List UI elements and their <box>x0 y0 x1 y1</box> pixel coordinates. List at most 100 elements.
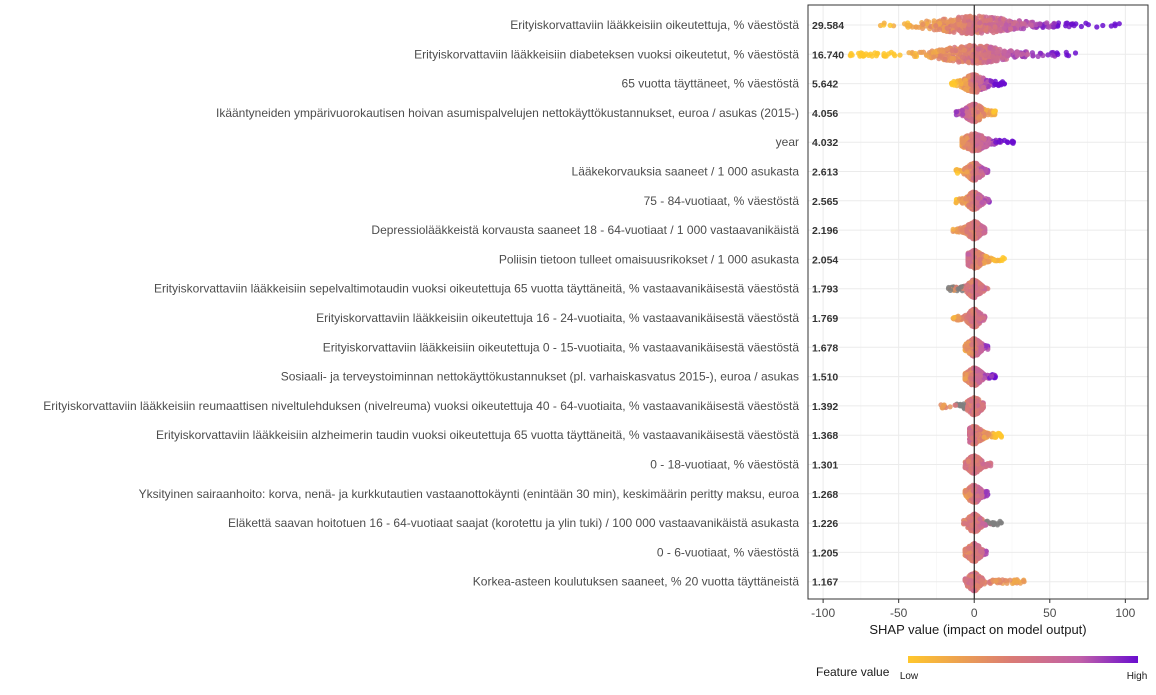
shap-point <box>1010 20 1016 27</box>
shap-point <box>975 455 982 461</box>
shap-point <box>973 200 980 206</box>
shap-point <box>974 432 980 438</box>
shap-point <box>949 47 955 54</box>
shap-point <box>951 29 957 35</box>
shap-point <box>967 224 973 230</box>
shap-point <box>913 24 919 30</box>
shap-point <box>950 226 956 232</box>
shap-point <box>953 200 959 206</box>
shap-point <box>881 51 887 57</box>
shap-point <box>956 59 962 65</box>
shap-point <box>980 230 987 236</box>
shap-point <box>970 221 977 227</box>
shap-point <box>1116 21 1122 27</box>
shap-point <box>1072 50 1079 56</box>
shap-point <box>986 431 992 437</box>
shap-point <box>1014 49 1020 55</box>
shap-point <box>1029 22 1035 28</box>
shap-point <box>986 258 992 264</box>
shap-point <box>1073 21 1079 27</box>
shap-point <box>964 135 970 141</box>
shap-point <box>949 18 955 24</box>
shap-point <box>957 77 963 84</box>
shap-point <box>1046 24 1052 30</box>
shap-point <box>941 402 947 409</box>
shap-point <box>962 376 968 382</box>
shap-point <box>977 426 984 433</box>
shap-point <box>937 20 943 27</box>
shap-point <box>979 30 985 36</box>
shap-point <box>1094 24 1100 30</box>
shap-point <box>963 286 970 292</box>
shap-point <box>961 18 967 24</box>
shap-point <box>937 47 943 54</box>
shap-point <box>959 107 965 114</box>
shap-point <box>1078 23 1084 30</box>
shap-point <box>920 21 926 27</box>
shap-point <box>1009 138 1015 144</box>
shap-point <box>967 491 973 497</box>
shap-point <box>984 18 990 24</box>
shap-point <box>951 55 957 62</box>
shap-point <box>954 170 961 176</box>
shap-point <box>990 29 997 36</box>
shap-point <box>953 48 959 54</box>
shap-point <box>964 229 970 235</box>
shap-point <box>973 58 980 64</box>
shap-point <box>977 20 983 26</box>
shap-point <box>931 54 937 60</box>
shap-point <box>933 23 939 29</box>
shap-point <box>978 168 984 174</box>
shap-point <box>1000 16 1007 22</box>
shap-point <box>966 73 972 79</box>
shap-point <box>960 111 966 117</box>
shap-point <box>977 316 983 322</box>
shap-point <box>944 19 951 25</box>
shap-point <box>967 467 974 473</box>
shap-point <box>1005 52 1011 58</box>
shap-point <box>972 438 978 445</box>
shap-point <box>979 135 986 141</box>
shap-point <box>936 53 943 59</box>
shap-point <box>981 59 987 65</box>
shap-point <box>1037 21 1043 27</box>
shap-point <box>990 53 996 60</box>
shap-point <box>980 224 986 230</box>
shap-point <box>989 373 995 379</box>
shap-point <box>983 253 989 259</box>
shap-point <box>912 53 918 60</box>
shap-point <box>995 430 1001 436</box>
shap-point <box>972 408 978 414</box>
shap-point <box>1021 21 1027 27</box>
shap-point <box>1014 52 1020 59</box>
shap-point <box>949 82 955 88</box>
shap-point <box>951 315 957 321</box>
shap-point <box>942 53 948 59</box>
shap-point <box>909 24 915 30</box>
shap-point <box>866 52 872 59</box>
shap-point <box>977 104 984 110</box>
shap-point <box>961 47 968 53</box>
shap-point <box>1001 25 1007 31</box>
shap-point <box>858 52 864 58</box>
shap-point <box>965 29 971 35</box>
shap-point <box>978 14 984 20</box>
shap-point <box>965 251 971 257</box>
shap-point <box>986 462 992 468</box>
shap-point <box>848 52 854 58</box>
shap-point <box>955 17 961 23</box>
shap-point <box>963 81 969 87</box>
shap-point <box>970 424 976 430</box>
shap-point <box>917 49 923 55</box>
shap-point <box>988 78 994 84</box>
shap-point <box>976 145 982 151</box>
shap-point <box>936 26 943 32</box>
shap-point <box>1001 137 1008 143</box>
shap-point <box>967 429 973 435</box>
shap-point <box>992 57 999 64</box>
shap-point <box>974 134 980 140</box>
shap-point <box>1049 52 1055 58</box>
shap-point <box>970 294 977 300</box>
shap-point <box>944 46 951 52</box>
